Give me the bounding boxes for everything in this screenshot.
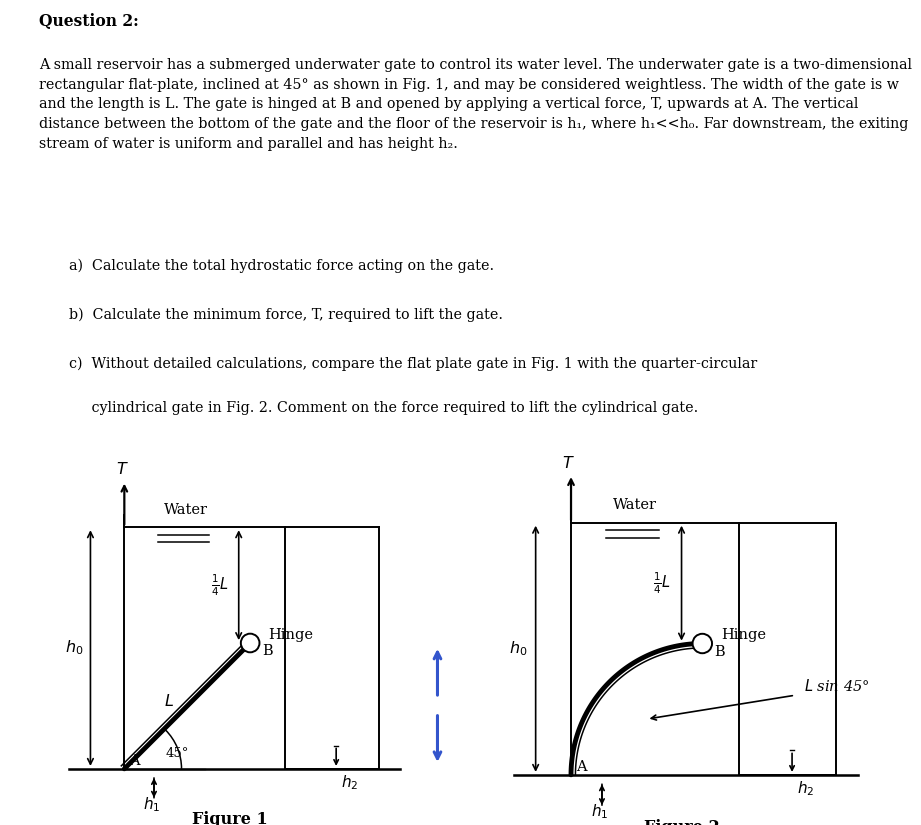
Text: 45°: 45° [166,747,189,760]
Text: $h_1$: $h_1$ [143,795,160,813]
Text: $h_2$: $h_2$ [342,773,358,792]
Text: $L$ sin 45°: $L$ sin 45° [804,678,869,694]
Text: $L$: $L$ [164,693,174,710]
Text: $T$: $T$ [563,455,576,472]
Text: $\frac{1}{4}L$: $\frac{1}{4}L$ [653,570,670,596]
Text: A: A [577,761,587,775]
Circle shape [693,634,712,653]
Text: $h_0$: $h_0$ [509,639,528,658]
Text: $h_2$: $h_2$ [798,780,815,798]
Text: Figure 1: Figure 1 [192,811,268,825]
Text: cylindrical gate in Fig. 2. Comment on the force required to lift the cylindrica: cylindrical gate in Fig. 2. Comment on t… [69,401,698,415]
Text: A small reservoir has a submerged underwater gate to control its water level. Th: A small reservoir has a submerged underw… [39,58,912,151]
Text: b)  Calculate the minimum force, T, required to lift the gate.: b) Calculate the minimum force, T, requi… [69,308,503,322]
Text: Hinge: Hinge [721,628,766,642]
Text: Figure 2: Figure 2 [644,819,719,825]
Text: Question 2:: Question 2: [39,13,138,31]
Circle shape [240,634,260,653]
Text: $h_0$: $h_0$ [65,639,84,658]
Text: B: B [715,645,726,659]
Text: Hinge: Hinge [268,628,313,642]
Text: a)  Calculate the total hydrostatic force acting on the gate.: a) Calculate the total hydrostatic force… [69,258,495,273]
Text: $T$: $T$ [116,461,129,478]
Text: c)  Without detailed calculations, compare the flat plate gate in Fig. 1 with th: c) Without detailed calculations, compar… [69,356,757,370]
Text: Water: Water [164,502,208,516]
Text: A: A [130,754,140,768]
Text: B: B [262,644,273,658]
Text: Water: Water [613,497,657,512]
Text: $h_1$: $h_1$ [591,803,609,822]
Text: $\frac{1}{4}L$: $\frac{1}{4}L$ [211,573,228,598]
